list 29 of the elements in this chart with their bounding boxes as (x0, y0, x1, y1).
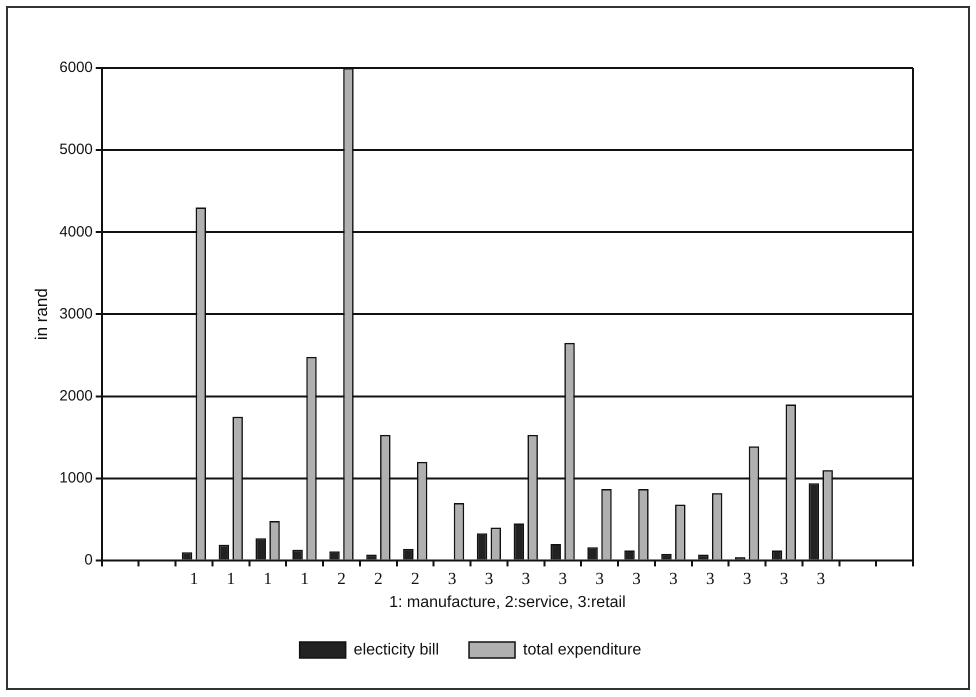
x-tick-label: 3 (669, 569, 678, 588)
x-tick-label: 3 (558, 569, 567, 588)
y-tick-label: 0 (84, 552, 93, 569)
y-tick-label: 5000 (59, 141, 93, 158)
x-tick-label: 2 (374, 569, 383, 588)
x-tick-label: 1 (190, 569, 198, 588)
x-tick-label: 3 (816, 569, 826, 588)
y-tick-label: 4000 (59, 223, 93, 240)
x-tick-label: 3 (706, 569, 714, 588)
x-tick-label: 3 (632, 569, 641, 588)
y-tick-label: 3000 (59, 305, 93, 322)
x-tick-label: 1 (263, 569, 272, 588)
y-tick-label: 2000 (59, 387, 93, 404)
y-tick-label: 6000 (59, 59, 93, 76)
x-tick-label: 3 (448, 569, 456, 588)
y-axis-title: in rand (32, 288, 51, 340)
legend-label: electicity bill (354, 641, 440, 658)
x-tick-label: 3 (742, 569, 752, 588)
y-tick-label: 1000 (59, 469, 93, 486)
x-tick-label: 3 (595, 569, 604, 588)
x-tick-label: 2 (337, 569, 346, 588)
x-tick-label: 3 (484, 569, 494, 588)
x-tick-label: 1 (300, 569, 309, 588)
x-tick-label: 3 (522, 569, 530, 588)
legend-label: total expenditure (523, 641, 642, 658)
x-tick-label: 1 (226, 569, 236, 588)
x-tick-label: 3 (780, 569, 788, 588)
x-tick-label: 2 (410, 569, 420, 588)
x-axis-title: 1: manufacture, 2:service, 3:retail (389, 594, 626, 611)
